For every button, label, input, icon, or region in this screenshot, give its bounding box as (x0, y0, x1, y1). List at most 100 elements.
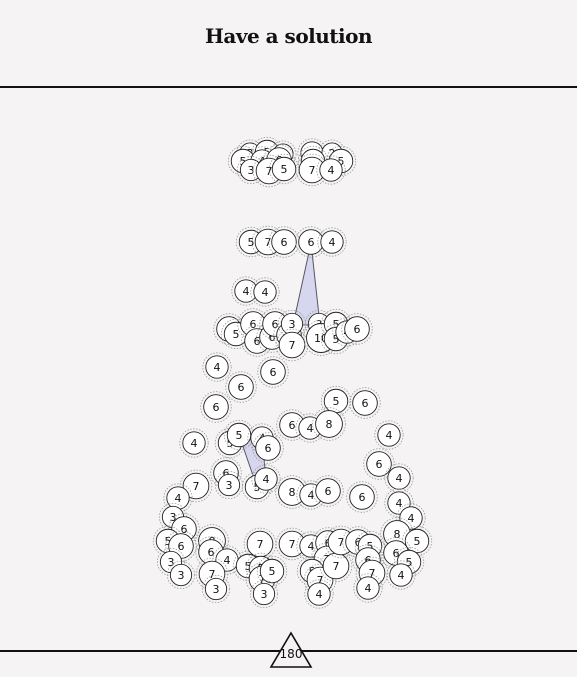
number-node[interactable]: 4 (353, 573, 383, 603)
node-circle[interactable] (377, 423, 401, 447)
node-label: 6 (362, 397, 369, 410)
number-node[interactable]: 4 (202, 352, 232, 382)
number-node[interactable]: 6 (341, 313, 373, 345)
number-node[interactable]: 5 (256, 555, 288, 587)
node-label: 7 (209, 568, 216, 581)
number-node[interactable]: 7 (319, 549, 353, 583)
number-node[interactable]: 8 (312, 407, 346, 441)
triangle-icon (269, 631, 313, 668)
number-node[interactable]: 6 (312, 475, 344, 507)
number-node[interactable]: 4 (250, 277, 280, 307)
number-node[interactable]: 4 (384, 463, 414, 493)
node-label: 5 (165, 535, 172, 548)
number-node[interactable]: 7 (179, 469, 213, 503)
node-halo (354, 530, 386, 562)
node-halo (195, 524, 229, 558)
node-label: 6 (359, 491, 366, 504)
node-circle[interactable] (169, 563, 193, 587)
node-label: 7 (369, 567, 376, 580)
node-circle[interactable] (260, 359, 286, 385)
node-halo (316, 155, 346, 185)
number-node[interactable]: 4 (374, 420, 404, 450)
node-halo (166, 560, 196, 590)
number-node[interactable]: 4 (179, 428, 209, 458)
node-circle[interactable] (271, 156, 297, 182)
node-halo (312, 407, 346, 441)
number-node[interactable]: 7 (275, 527, 309, 561)
node-circle[interactable] (217, 473, 241, 497)
node-halo (374, 420, 404, 450)
node-circle[interactable] (253, 280, 277, 304)
node-halo (352, 544, 384, 576)
node-circle[interactable] (203, 394, 229, 420)
node-label: 3 (248, 164, 255, 177)
number-node[interactable]: 4 (316, 155, 346, 185)
node-halo (210, 457, 242, 489)
node-circle[interactable] (271, 229, 297, 255)
number-node[interactable]: 6 (252, 432, 284, 464)
header: Have a solution (0, 0, 577, 88)
node-label: 5 (236, 429, 243, 442)
node-circle[interactable] (278, 331, 306, 359)
node-circle[interactable] (254, 467, 278, 491)
node-label: 4 (243, 285, 250, 298)
node-circle[interactable] (352, 390, 378, 416)
number-node[interactable]: 4 (386, 560, 416, 590)
node-circle[interactable] (356, 576, 380, 600)
puzzle-board[interactable]: 2525463754255745766444656666637310554646… (0, 88, 577, 650)
node-label: 4 (328, 164, 335, 177)
node-circle[interactable] (204, 577, 228, 601)
number-node[interactable]: 5 (401, 525, 433, 557)
node-label: 7 (265, 236, 272, 249)
node-circle[interactable] (319, 158, 343, 182)
number-node[interactable]: 6 (200, 391, 232, 423)
number-node[interactable]: 3 (166, 560, 196, 590)
number-node[interactable]: 6 (349, 387, 381, 419)
node-circle[interactable] (320, 230, 344, 254)
node-circle[interactable] (228, 374, 254, 400)
node-label: 5 (254, 481, 261, 494)
node-circle[interactable] (315, 478, 341, 504)
number-node[interactable]: 4 (251, 464, 281, 494)
number-node[interactable]: 7 (243, 527, 277, 561)
node-label: 4 (307, 422, 314, 435)
number-node[interactable]: 4 (304, 579, 334, 609)
puzzle-canvas[interactable]: 2525463754255745766444656666637310554646… (0, 88, 577, 650)
node-circle[interactable] (307, 582, 331, 606)
node-halo (320, 385, 352, 417)
number-node[interactable]: 6 (225, 371, 257, 403)
node-halo (200, 391, 232, 423)
node-label: 5 (248, 236, 255, 249)
node-circle[interactable] (252, 582, 276, 606)
node-label: 6 (355, 536, 362, 549)
node-circle[interactable] (389, 563, 413, 587)
node-label: 5 (333, 395, 340, 408)
number-node[interactable]: 4 (317, 227, 347, 257)
node-label: 3 (168, 556, 175, 569)
node-circle[interactable] (349, 484, 375, 510)
node-label: 7 (317, 574, 324, 587)
number-node[interactable]: 6 (363, 448, 395, 480)
node-circle[interactable] (366, 451, 392, 477)
node-circle[interactable] (205, 355, 229, 379)
node-label: 4 (408, 512, 415, 525)
node-label: 5 (338, 155, 345, 168)
number-node[interactable]: 3 (201, 574, 231, 604)
node-label: 4 (316, 588, 323, 601)
node-label: 7 (266, 165, 273, 178)
node-circle[interactable] (315, 410, 343, 438)
node-label: 5 (245, 560, 252, 573)
node-halo (346, 481, 378, 513)
node-circle[interactable] (182, 472, 210, 500)
number-node[interactable]: 3 (249, 579, 279, 609)
node-label: 3 (261, 588, 268, 601)
node-circle[interactable] (255, 435, 281, 461)
number-node[interactable]: 3 (214, 470, 244, 500)
node-halo (251, 464, 281, 494)
node-halo (168, 513, 200, 545)
number-node[interactable]: 6 (257, 356, 289, 388)
node-circle[interactable] (182, 431, 206, 455)
number-node[interactable]: 5 (320, 385, 352, 417)
node-circle[interactable] (344, 316, 370, 342)
number-node[interactable]: 6 (346, 481, 378, 513)
